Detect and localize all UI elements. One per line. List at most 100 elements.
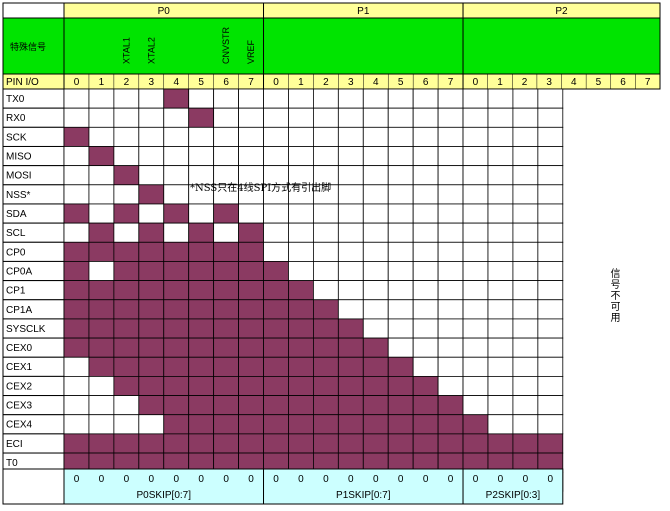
pin-number: 4 — [373, 77, 379, 88]
skip-bit-value: 0 — [173, 474, 179, 485]
crossbar-cell-available — [213, 414, 239, 435]
skip-label-2: P2SKIP[0:3] — [486, 490, 541, 501]
crossbar-cell-empty — [163, 222, 190, 243]
crossbar-cell-empty — [487, 375, 514, 396]
skip-bit-value: 0 — [273, 474, 279, 485]
crossbar-cell-empty — [412, 203, 439, 224]
crossbar-cell-empty — [63, 222, 90, 243]
crossbar-cell-empty — [238, 126, 264, 147]
crossbar-cell-empty — [63, 375, 90, 396]
crossbar-cell-available — [362, 337, 389, 358]
crossbar-cell-empty — [113, 184, 140, 205]
crossbar-cell-available — [88, 222, 115, 243]
crossbar-cell-empty — [213, 88, 239, 109]
crossbar-cell-empty — [288, 165, 314, 186]
crossbar-cell-empty — [412, 165, 439, 186]
crossbar-cell-available — [188, 222, 215, 243]
crossbar-cell-available — [163, 280, 190, 301]
skip-bit-value: 0 — [498, 474, 504, 485]
crossbar-cell-empty — [437, 107, 464, 128]
crossbar-cell-available — [188, 395, 215, 416]
row-label-sysclk: SYSCLK — [6, 324, 46, 335]
row-label-cp0: CP0 — [6, 247, 26, 258]
crossbar-cell-empty — [412, 241, 439, 262]
crossbar-cell-empty — [263, 203, 289, 224]
crossbar-cell-empty — [238, 107, 264, 128]
crossbar-cell-available — [238, 222, 264, 243]
crossbar-cell-empty — [412, 299, 439, 320]
crossbar-cell-available — [312, 414, 339, 435]
crossbar-cell-empty — [312, 222, 339, 243]
crossbar-cell-available — [113, 356, 140, 377]
crossbar-cell-available — [63, 337, 90, 358]
crossbar-cell-empty — [362, 184, 389, 205]
crossbar-cell-available — [412, 433, 439, 454]
crossbar-cell-available — [188, 261, 215, 282]
crossbar-cell-empty — [113, 107, 140, 128]
crossbar-cell-available — [337, 337, 364, 358]
crossbar-cell-empty — [362, 318, 389, 339]
crossbar-cell-empty — [288, 88, 314, 109]
crossbar-cell-available — [288, 395, 314, 416]
crossbar-cell-available — [113, 299, 140, 320]
crossbar-cell-empty — [437, 203, 464, 224]
crossbar-cell-empty — [487, 356, 514, 377]
skip-bit-value: 0 — [248, 474, 254, 485]
pin-number: 3 — [546, 77, 552, 88]
crossbar-cell-empty — [312, 280, 339, 301]
crossbar-cell-available — [138, 261, 165, 282]
crossbar-cell-available — [138, 184, 165, 205]
crossbar-cell-available — [387, 356, 414, 377]
pin-number: 0 — [273, 77, 279, 88]
crossbar-cell-empty — [537, 395, 564, 416]
crossbar-cell-available — [163, 337, 190, 358]
crossbar-cell-empty — [337, 126, 364, 147]
crossbar-cell-empty — [188, 126, 215, 147]
crossbar-cell-empty — [188, 203, 215, 224]
pin-number: 7 — [645, 77, 651, 88]
crossbar-cell-empty — [462, 126, 489, 147]
crossbar-cell-available — [362, 356, 389, 377]
crossbar-cell-available — [487, 433, 514, 454]
skip-bit-value: 0 — [473, 474, 479, 485]
crossbar-cell-empty — [113, 126, 140, 147]
crossbar-cell-empty — [312, 146, 339, 167]
crossbar-cell-empty — [188, 165, 215, 186]
row-label-cp1a: CP1A — [6, 305, 32, 316]
crossbar-cell-available — [263, 318, 289, 339]
crossbar-cell-empty — [88, 126, 115, 147]
crossbar-cell-available — [138, 280, 165, 301]
crossbar-cell-empty — [487, 261, 514, 282]
crossbar-cell-available — [138, 395, 165, 416]
crossbar-cell-empty — [163, 184, 190, 205]
port-signal-band-p1 — [263, 17, 464, 75]
crossbar-cell-available — [213, 280, 239, 301]
crossbar-cell-empty — [437, 299, 464, 320]
pin-number: 7 — [448, 77, 454, 88]
signal-label-cnvstr: CNVSTR — [221, 26, 231, 64]
crossbar-cell-empty — [288, 126, 314, 147]
crossbar-cell-empty — [487, 337, 514, 358]
row-label-scl: SCL — [6, 228, 26, 239]
row-label-mosi: MOSI — [6, 171, 32, 182]
crossbar-cell-available — [88, 280, 115, 301]
crossbar-cell-empty — [512, 146, 539, 167]
crossbar-cell-empty — [312, 261, 339, 282]
crossbar-cell-empty — [213, 146, 239, 167]
crossbar-cell-available — [238, 395, 264, 416]
signal-label-vref: VREF — [246, 39, 256, 64]
crossbar-cell-available — [163, 299, 190, 320]
crossbar-cell-available — [412, 375, 439, 396]
crossbar-cell-empty — [63, 165, 90, 186]
crossbar-cell-empty — [537, 126, 564, 147]
crossbar-cell-empty — [537, 241, 564, 262]
crossbar-cell-empty — [387, 241, 414, 262]
row-label-cex4: CEX4 — [6, 420, 33, 431]
crossbar-cell-empty — [512, 165, 539, 186]
crossbar-cell-empty — [312, 126, 339, 147]
crossbar-cell-available — [312, 395, 339, 416]
crossbar-cell-available — [288, 299, 314, 320]
crossbar-cell-empty — [487, 88, 514, 109]
crossbar-cell-empty — [362, 280, 389, 301]
crossbar-cell-available — [213, 395, 239, 416]
